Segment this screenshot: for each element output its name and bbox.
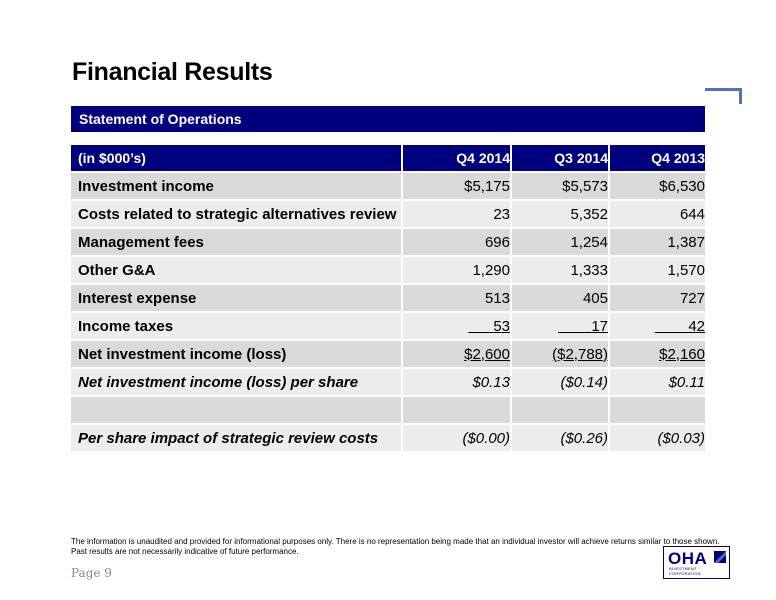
cell-value: 1,387 <box>609 228 705 257</box>
underlined-value: 17 <box>591 317 608 335</box>
table-row: Net investment income (loss) $2,600 ($2,… <box>71 340 705 369</box>
cell-value: $0.13 <box>402 368 512 397</box>
table-row: Costs related to strategic alternatives … <box>71 200 705 229</box>
row-label: Costs related to strategic alternatives … <box>71 200 403 229</box>
underlined-value: ($2,788) <box>552 345 608 363</box>
column-header-q4-2014: Q4 2014 <box>402 145 512 173</box>
cell-value: 53 <box>402 312 512 341</box>
cell-value: 513 <box>402 284 512 313</box>
table-row: Management fees 696 1,254 1,387 <box>71 228 705 257</box>
cell-value: 1,254 <box>511 228 610 257</box>
column-header-q4-2013: Q4 2013 <box>609 145 705 173</box>
table-row: Interest expense 513 405 727 <box>71 284 705 313</box>
logo-text: OHA <box>668 549 708 568</box>
table-header-row: (in $000’s) Q4 2014 Q3 2014 Q4 2013 <box>71 145 705 173</box>
table-row: Investment income $5,175 $5,573 $6,530 <box>71 172 705 201</box>
underlined-value: 53 <box>493 317 510 335</box>
cell-value: $5,573 <box>511 172 610 201</box>
cell-value: 1,333 <box>511 256 610 285</box>
cell-value: 696 <box>402 228 512 257</box>
cell-value: 405 <box>511 284 610 313</box>
row-label: Net investment income (loss) <box>71 340 403 369</box>
flag-icon <box>714 551 726 563</box>
corner-accent-horizontal <box>705 88 742 91</box>
page-number: Page 9 <box>71 566 112 580</box>
underlined-value: $2,160 <box>659 345 705 363</box>
column-header-units: (in $000’s) <box>71 145 403 173</box>
cell-value: $5,175 <box>402 172 512 201</box>
cell-value: $2,160 <box>609 340 705 369</box>
cell-value <box>609 396 705 425</box>
financial-table: (in $000’s) Q4 2014 Q3 2014 Q4 2013 Inve… <box>71 145 705 453</box>
corner-accent-vertical <box>739 88 742 104</box>
underlined-value: $2,600 <box>464 345 510 363</box>
cell-value: 5,352 <box>511 200 610 229</box>
cell-value <box>402 396 512 425</box>
cell-value: ($0.00) <box>402 424 512 453</box>
row-label: Investment income <box>71 172 403 201</box>
cell-value: 23 <box>402 200 512 229</box>
column-header-q3-2014: Q3 2014 <box>511 145 610 173</box>
logo-subtext: INVESTMENT CORPORATION <box>669 566 701 576</box>
cell-value: ($2,788) <box>511 340 610 369</box>
cell-value: 1,570 <box>609 256 705 285</box>
row-label: Net investment income (loss) per share <box>71 368 403 397</box>
oha-logo: OHA INVESTMENT CORPORATION <box>663 546 730 579</box>
table-row: Net investment income (loss) per share $… <box>71 368 705 397</box>
cell-value: 1,290 <box>402 256 512 285</box>
cell-value <box>511 396 610 425</box>
table-row-spacer <box>71 396 705 425</box>
cell-value: $0.11 <box>609 368 705 397</box>
cell-value: ($0.03) <box>609 424 705 453</box>
disclaimer-text: The information is unaudited and provide… <box>71 537 720 556</box>
underlined-value: 42 <box>688 317 705 335</box>
row-label: Other G&A <box>71 256 403 285</box>
table-row: Other G&A 1,290 1,333 1,570 <box>71 256 705 285</box>
cell-value: $6,530 <box>609 172 705 201</box>
table-row: Income taxes 53 17 42 <box>71 312 705 341</box>
row-label: Interest expense <box>71 284 403 313</box>
cell-value: 727 <box>609 284 705 313</box>
row-label: Management fees <box>71 228 403 257</box>
cell-value: $2,600 <box>402 340 512 369</box>
cell-value: 644 <box>609 200 705 229</box>
section-header: Statement of Operations <box>71 106 705 132</box>
row-label: Income taxes <box>71 312 403 341</box>
row-label <box>71 396 403 425</box>
cell-value: ($0.14) <box>511 368 610 397</box>
cell-value: 17 <box>511 312 610 341</box>
cell-value: 42 <box>609 312 705 341</box>
cell-value: ($0.26) <box>511 424 610 453</box>
page-title: Financial Results <box>72 58 273 86</box>
row-label: Per share impact of strategic review cos… <box>71 424 403 453</box>
table-row: Per share impact of strategic review cos… <box>71 424 705 453</box>
